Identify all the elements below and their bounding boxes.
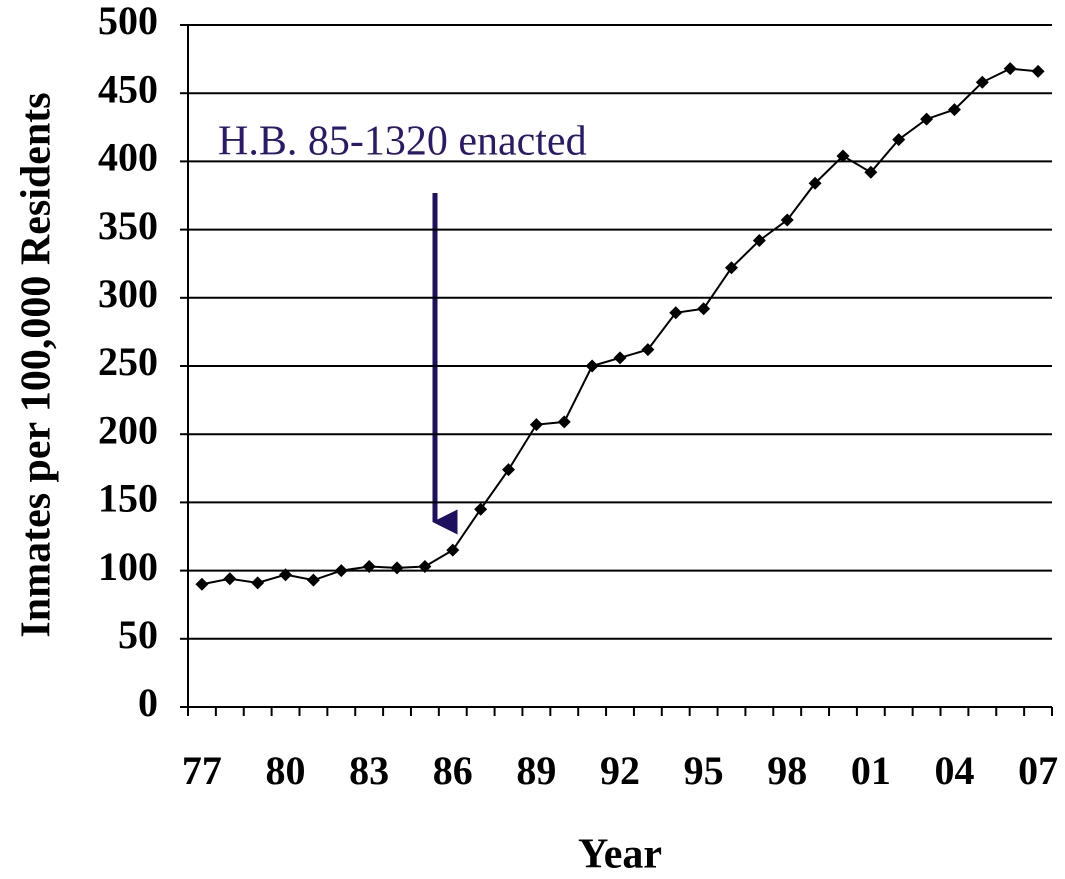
y-axis-title: Inmates per 100,000 Residents	[14, 92, 60, 637]
data-point	[669, 306, 683, 320]
x-tick-label: 89	[516, 748, 556, 793]
y-tick-label: 400	[98, 135, 158, 180]
data-point	[502, 463, 516, 477]
y-tick-label: 350	[98, 203, 158, 248]
data-point	[529, 418, 543, 432]
x-tick-label: 95	[684, 748, 724, 793]
data-point	[306, 573, 320, 587]
x-tick-label: 07	[1018, 748, 1058, 793]
x-tick-label: 83	[349, 748, 389, 793]
data-point	[947, 103, 961, 117]
x-tick-label: 86	[433, 748, 473, 793]
y-tick-label: 200	[98, 407, 158, 452]
data-point	[557, 415, 571, 429]
data-point	[195, 577, 209, 591]
data-point	[223, 572, 237, 586]
data-point	[446, 543, 460, 557]
x-tick-label: 77	[182, 748, 222, 793]
data-point	[613, 351, 627, 365]
data-point	[251, 576, 265, 590]
y-tick-label: 300	[98, 271, 158, 316]
data-point	[920, 112, 934, 126]
data-point	[752, 234, 766, 248]
data-point	[1003, 62, 1017, 76]
data-point	[975, 75, 989, 89]
y-tick-label: 0	[138, 680, 158, 725]
data-point	[390, 561, 404, 575]
data-point	[418, 560, 432, 574]
x-tick-label: 01	[851, 748, 891, 793]
data-point	[724, 261, 738, 275]
x-tick-label: 80	[266, 748, 306, 793]
data-point	[474, 502, 488, 516]
data-point	[279, 568, 293, 582]
data-point	[892, 133, 906, 147]
x-tick-label: 98	[767, 748, 807, 793]
y-tick-label: 100	[98, 544, 158, 589]
x-tick-label: 04	[934, 748, 974, 793]
y-tick-label: 500	[98, 0, 158, 43]
data-point	[808, 176, 822, 190]
data-point	[334, 564, 348, 578]
y-tick-label: 450	[98, 66, 158, 111]
annotation: H.B. 85-1320 enacted	[218, 119, 587, 165]
data-point	[836, 149, 850, 163]
data-point	[362, 560, 376, 574]
y-tick-label: 50	[118, 612, 158, 657]
x-tick-label: 92	[600, 748, 640, 793]
x-axis-title: Year	[578, 832, 662, 878]
data-point	[641, 343, 655, 357]
data-point	[864, 165, 878, 179]
y-tick-label: 150	[98, 476, 158, 521]
data-point	[697, 302, 711, 316]
data-point	[585, 359, 599, 373]
y-tick-label: 250	[98, 339, 158, 384]
data-point	[780, 213, 794, 227]
data-point	[1031, 64, 1045, 78]
